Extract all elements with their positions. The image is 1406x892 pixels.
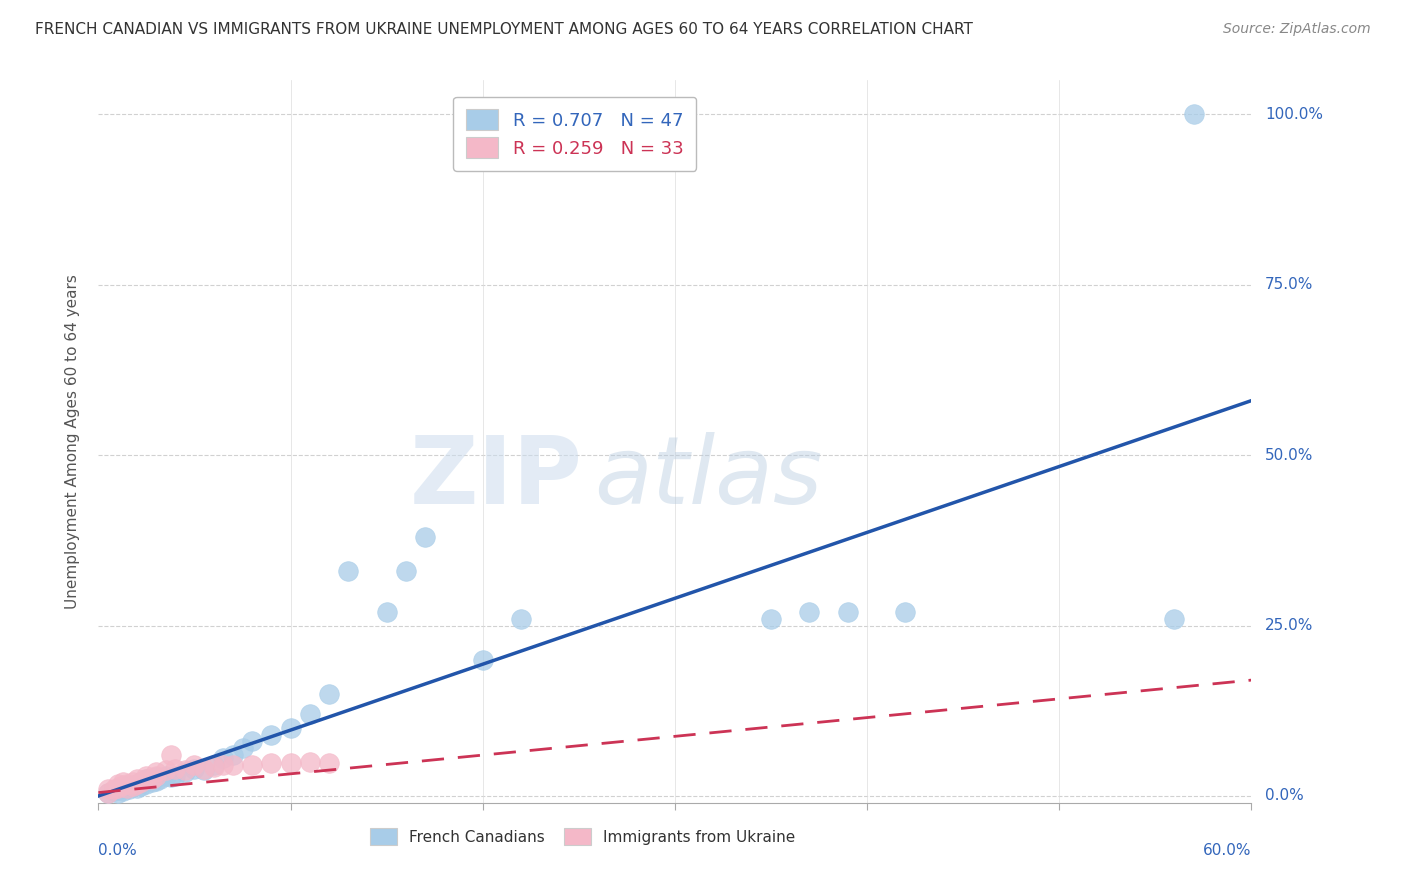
Point (125, 777, 148, 791)
Text: 60.0%: 60.0% (1204, 843, 1251, 857)
Point (165, 768, 187, 782)
Point (145, 768, 167, 782)
Point (107, 786, 129, 800)
Text: atlas: atlas (595, 432, 823, 524)
Point (759, 612, 782, 626)
Point (260, 756, 283, 771)
Point (112, 783, 135, 797)
Point (125, 777, 148, 791)
Point (212, 751, 235, 765)
Point (337, 564, 360, 578)
Point (174, 765, 197, 780)
Point (103, 783, 125, 797)
Point (117, 780, 139, 795)
Point (183, 758, 205, 772)
Point (112, 775, 135, 789)
Point (318, 756, 340, 771)
Point (280, 721, 302, 735)
Point (122, 779, 145, 793)
Point (129, 779, 152, 793)
Point (395, 564, 418, 578)
Point (97, 786, 120, 800)
Point (135, 772, 157, 786)
Point (155, 768, 177, 782)
Point (107, 780, 129, 795)
Point (193, 763, 215, 777)
Text: 100.0%: 100.0% (1265, 107, 1323, 122)
Point (125, 780, 148, 795)
Point (174, 763, 197, 777)
Point (799, 605, 821, 619)
Point (117, 780, 139, 795)
Point (97, 782, 120, 797)
Point (125, 772, 148, 786)
Point (510, 612, 533, 626)
Point (118, 782, 141, 797)
Point (202, 758, 225, 772)
Point (240, 758, 263, 772)
Point (471, 653, 494, 667)
Point (318, 687, 340, 701)
Point (413, 530, 436, 544)
Point (110, 782, 132, 797)
Point (160, 748, 183, 763)
Point (183, 762, 205, 776)
Point (222, 748, 245, 763)
Point (103, 782, 125, 797)
Point (135, 768, 157, 782)
Point (117, 777, 139, 791)
Point (110, 779, 132, 793)
Point (129, 775, 152, 789)
Text: 0.0%: 0.0% (1265, 789, 1303, 804)
Point (212, 758, 235, 772)
Text: 50.0%: 50.0% (1265, 448, 1313, 463)
Point (1182, 107, 1205, 121)
Point (141, 775, 163, 789)
Point (135, 772, 157, 786)
Point (260, 728, 283, 742)
Point (149, 772, 172, 786)
Point (145, 765, 167, 780)
Text: ZIP: ZIP (409, 432, 582, 524)
Point (837, 605, 859, 619)
Point (122, 779, 145, 793)
Point (298, 755, 321, 769)
Text: FRENCH CANADIAN VS IMMIGRANTS FROM UKRAINE UNEMPLOYMENT AMONG AGES 60 TO 64 YEAR: FRENCH CANADIAN VS IMMIGRANTS FROM UKRAI… (35, 22, 973, 37)
Point (894, 605, 917, 619)
Point (145, 770, 167, 784)
Point (141, 772, 163, 786)
Point (135, 777, 157, 791)
Point (97, 786, 120, 800)
Point (240, 734, 263, 748)
Point (165, 762, 187, 776)
Point (107, 782, 129, 797)
Legend: French Canadians, Immigrants from Ukraine: French Canadians, Immigrants from Ukrain… (363, 820, 803, 853)
Point (222, 758, 245, 772)
Point (145, 774, 167, 789)
Point (231, 741, 254, 756)
Point (122, 775, 145, 789)
Point (155, 763, 177, 777)
Text: 25.0%: 25.0% (1265, 618, 1313, 633)
Text: 75.0%: 75.0% (1265, 277, 1313, 293)
Point (280, 756, 302, 771)
Point (107, 777, 129, 791)
Text: 0.0%: 0.0% (98, 843, 138, 857)
Point (129, 775, 152, 789)
Point (298, 707, 321, 722)
Point (375, 605, 398, 619)
Point (193, 762, 215, 776)
Text: Source: ZipAtlas.com: Source: ZipAtlas.com (1223, 22, 1371, 37)
Point (202, 760, 225, 774)
Point (117, 779, 139, 793)
Point (160, 770, 183, 784)
Y-axis label: Unemployment Among Ages 60 to 64 years: Unemployment Among Ages 60 to 64 years (65, 274, 80, 609)
Point (1163, 612, 1185, 626)
